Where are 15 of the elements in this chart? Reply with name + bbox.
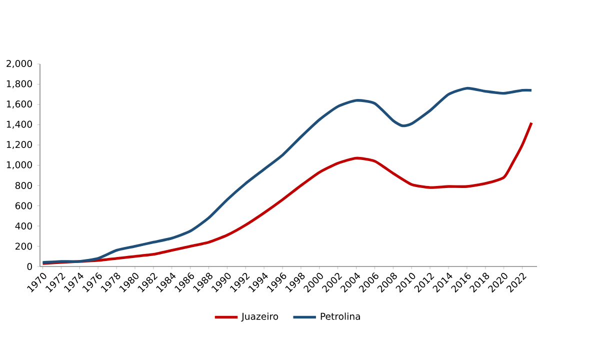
y-tick-label: 400: [15, 222, 32, 230]
y-tick-label: 1,000: [6, 161, 32, 170]
line-series: [41, 87, 533, 264]
y-tick-label: 1,200: [6, 141, 32, 150]
y-tick-label: 1,400: [6, 120, 32, 129]
legend-label: Juazeiro: [241, 312, 278, 322]
y-tick-label: 0: [27, 263, 32, 270]
line-series: [41, 121, 533, 265]
y-tick-label: 200: [15, 242, 32, 250]
y-tick-label: 2,000: [6, 60, 32, 68]
y-tick-label: 1,800: [6, 80, 32, 88]
legend-label: Petrolina: [320, 312, 360, 320]
y-tick-label: 1,600: [6, 100, 32, 109]
y-tick-label: 800: [15, 182, 32, 190]
y-tick-label: 600: [15, 202, 32, 210]
